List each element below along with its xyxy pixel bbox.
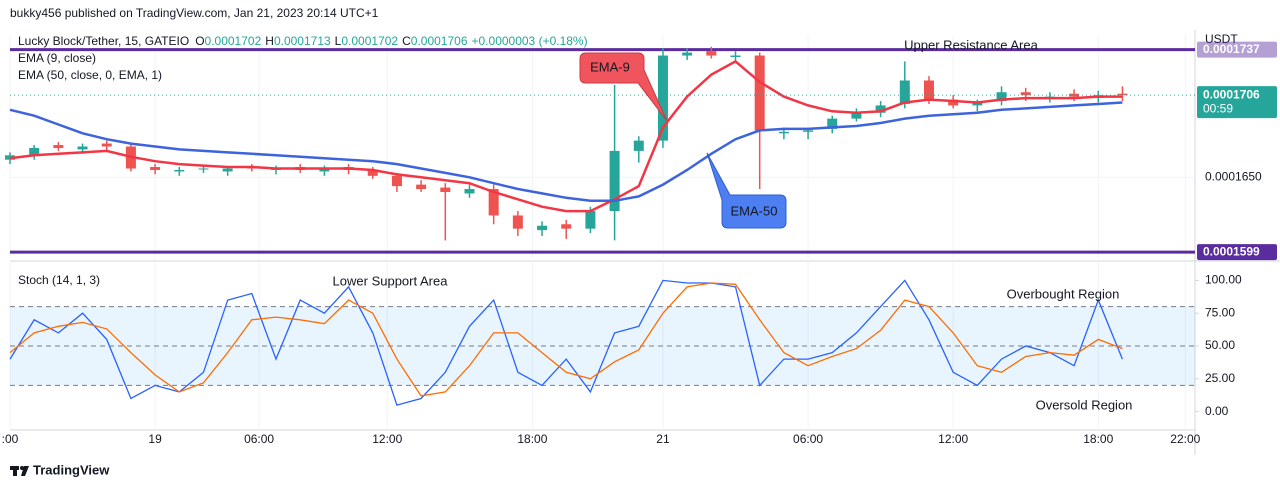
annotation: EMA-50 <box>731 203 778 218</box>
legend-value: 0.0001713 <box>274 34 331 48</box>
candle-body <box>222 168 233 172</box>
legend-value: 0.0001706 <box>411 34 468 48</box>
candle-body <box>29 147 40 156</box>
y-tick-label: 75.00 <box>1205 305 1235 319</box>
candle-body <box>609 150 620 212</box>
legend-value: 0.0001702 <box>341 34 398 48</box>
x-tick-label: 06:00 <box>793 432 823 446</box>
candle-body <box>585 211 596 229</box>
candle-body <box>77 146 88 150</box>
countdown-label: 00:59 <box>1203 101 1233 115</box>
candle-body <box>851 112 862 119</box>
candle-body <box>803 130 814 132</box>
candle-body <box>948 99 959 106</box>
legend-symbol: Lucky Block/Tether, 15, GATEIO <box>18 34 189 48</box>
candle-body <box>150 167 161 170</box>
candle-body <box>996 92 1007 102</box>
candle-body <box>440 187 451 192</box>
last-price-label: 0.0001706 <box>1203 87 1260 101</box>
candle-body <box>198 168 209 170</box>
candle-body <box>657 55 668 141</box>
candle-body <box>174 169 185 172</box>
y-tick-label: 0.00 <box>1205 404 1229 418</box>
candle-body <box>464 189 475 194</box>
x-tick-label: :00 <box>2 432 19 446</box>
legend-series: EMA (9, close) <box>18 51 96 65</box>
callout-ema50 <box>706 152 787 229</box>
y-tick-label: 100.00 <box>1205 273 1242 287</box>
legend-key: C <box>402 34 411 48</box>
candle-body <box>972 102 983 106</box>
legend-key: L <box>335 34 342 48</box>
stoch-line <box>9 282 1123 397</box>
stoch-line <box>9 279 1124 406</box>
candle-body <box>682 52 693 56</box>
annotation: EMA-9 <box>590 59 630 74</box>
candle-body <box>537 225 548 231</box>
legend-value: 0.0001702 <box>205 34 262 48</box>
x-tick-label: 18:00 <box>517 432 547 446</box>
x-tick-label: 18:00 <box>1083 432 1113 446</box>
candle-body <box>1117 93 1128 96</box>
callout-ema9 <box>579 52 668 122</box>
footer-logo <box>10 466 29 476</box>
candle-body <box>367 169 378 176</box>
candle-body <box>923 80 934 100</box>
candle-body <box>706 51 717 56</box>
legend-series: EMA (50, close, 0, EMA, 1) <box>18 68 162 82</box>
candle-body <box>754 55 765 131</box>
candle-body <box>778 131 789 134</box>
y-tick-label: 50.00 <box>1205 338 1235 352</box>
annotation: Upper Resistance Area <box>904 37 1038 52</box>
band-fill <box>10 306 1195 386</box>
annotation: Oversold Region <box>1036 397 1133 412</box>
candle-body <box>101 143 112 147</box>
x-tick-label: 22:00 <box>1170 432 1200 446</box>
level-tag-label: 0.0001737 <box>1203 42 1260 56</box>
annotation: Lower Support Area <box>333 273 449 288</box>
ema-line <box>9 101 1123 203</box>
ema-line <box>9 59 1123 213</box>
level-tag-label: 0.0001599 <box>1203 244 1260 258</box>
candle-body <box>899 80 910 104</box>
x-tick-label: 12:00 <box>372 432 402 446</box>
axis-unit: USDT <box>1205 32 1238 46</box>
candle-body <box>319 168 330 172</box>
candle-body <box>488 189 499 216</box>
annotation: Overbought Region <box>1007 286 1120 301</box>
candle-body <box>561 224 572 229</box>
candle-body <box>875 105 886 113</box>
x-tick-label: 19 <box>148 432 162 446</box>
candle-body <box>1020 92 1031 96</box>
level-tag <box>1197 41 1277 58</box>
last-price-tag <box>1197 86 1277 119</box>
legend-symbol-row: Lucky Block/Tether, 15, GATEIO O0.0001702… <box>18 34 588 48</box>
x-tick-label: 06:00 <box>244 432 274 446</box>
published-line: bukky456 published on TradingView.com, J… <box>10 6 379 20</box>
candle-body <box>416 184 427 190</box>
footer-brand: TradingView <box>33 462 110 477</box>
y-tick-label: 0.0001650 <box>1205 169 1262 183</box>
candle-body <box>391 175 402 187</box>
candle-body <box>633 140 644 151</box>
legend-key: O <box>195 34 204 48</box>
indicator-title: Stoch (14, 1, 3) <box>18 273 100 287</box>
y-tick-label: 25.00 <box>1205 371 1235 385</box>
candle-body <box>53 145 64 148</box>
level-tag <box>1197 244 1277 261</box>
candle-body <box>730 55 741 58</box>
x-tick-label: 12:00 <box>938 432 968 446</box>
legend-key: H <box>265 34 274 48</box>
candle-body <box>827 118 838 129</box>
legend-change: +0.0000003 (+0.18%) <box>472 34 588 48</box>
x-tick-label: 21 <box>656 432 670 446</box>
candle-body <box>512 215 523 229</box>
